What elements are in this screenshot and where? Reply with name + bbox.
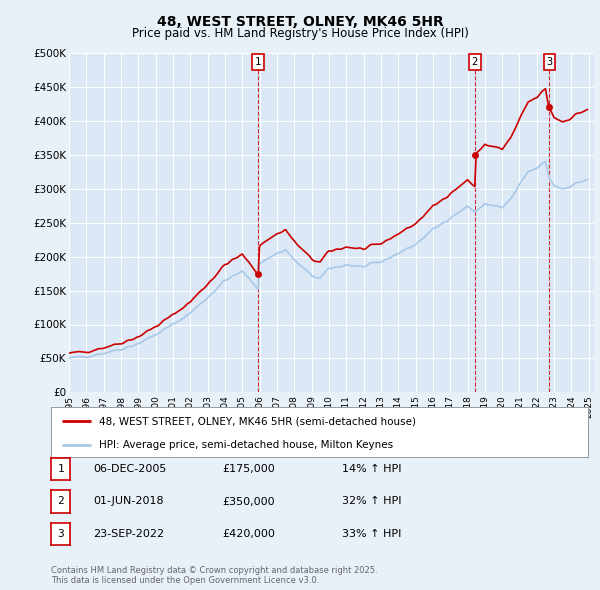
Text: 32% ↑ HPI: 32% ↑ HPI (342, 497, 401, 506)
Text: Contains HM Land Registry data © Crown copyright and database right 2025.
This d: Contains HM Land Registry data © Crown c… (51, 566, 377, 585)
Text: 2: 2 (472, 57, 478, 67)
Text: 06-DEC-2005: 06-DEC-2005 (93, 464, 166, 474)
Text: 3: 3 (547, 57, 553, 67)
Text: Price paid vs. HM Land Registry's House Price Index (HPI): Price paid vs. HM Land Registry's House … (131, 27, 469, 40)
Text: 2: 2 (57, 497, 64, 506)
Text: 48, WEST STREET, OLNEY, MK46 5HR: 48, WEST STREET, OLNEY, MK46 5HR (157, 15, 443, 29)
Text: 14% ↑ HPI: 14% ↑ HPI (342, 464, 401, 474)
Text: HPI: Average price, semi-detached house, Milton Keynes: HPI: Average price, semi-detached house,… (100, 440, 394, 450)
Text: 1: 1 (255, 57, 262, 67)
Text: 33% ↑ HPI: 33% ↑ HPI (342, 529, 401, 539)
Text: £350,000: £350,000 (222, 497, 275, 506)
Text: £420,000: £420,000 (222, 529, 275, 539)
Text: 48, WEST STREET, OLNEY, MK46 5HR (semi-detached house): 48, WEST STREET, OLNEY, MK46 5HR (semi-d… (100, 416, 416, 426)
Text: 23-SEP-2022: 23-SEP-2022 (93, 529, 164, 539)
Text: £175,000: £175,000 (222, 464, 275, 474)
Text: 1: 1 (57, 464, 64, 474)
Text: 3: 3 (57, 529, 64, 539)
Text: 01-JUN-2018: 01-JUN-2018 (93, 497, 164, 506)
